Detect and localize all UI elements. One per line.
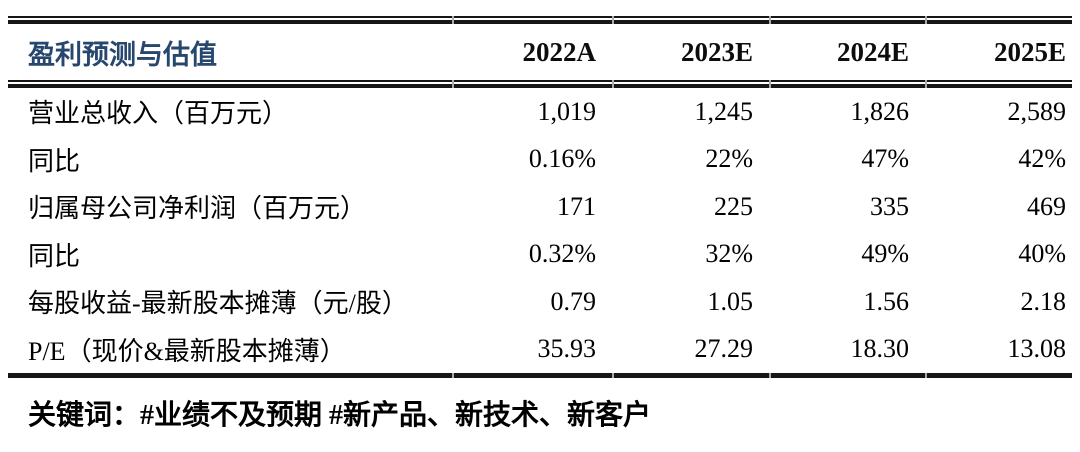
row-value: 225: [714, 191, 753, 221]
row-label: 营业总收入（百万元）: [28, 99, 289, 129]
column-separator-tick: [769, 80, 771, 88]
row-value: 1.05: [707, 286, 754, 316]
row-value: 27.29: [694, 334, 754, 364]
row-value: 22%: [705, 144, 753, 174]
row-value: 469: [1027, 191, 1066, 221]
row-value: 49%: [861, 239, 909, 269]
column-separator-tick: [769, 373, 771, 378]
header-row: 盈利预测与估值 2022A 2023E 2024E 2025E: [8, 24, 1072, 80]
keywords-line: 关键词：#业绩不及预期 #新产品、新技术、新客户: [28, 400, 652, 431]
row-value: 335: [870, 191, 909, 221]
row-value: 1.56: [863, 286, 910, 316]
table-top-rule: [8, 16, 1072, 24]
row-value: 40%: [1018, 239, 1066, 269]
table-row: 同比 0.32% 32% 49% 40%: [8, 231, 1072, 279]
column-separator-tick: [769, 16, 771, 24]
column-separator-tick: [925, 373, 927, 378]
row-value: 13.08: [1007, 334, 1067, 364]
column-separator-tick: [612, 373, 614, 378]
column-separator-tick: [612, 16, 614, 24]
row-value: 0.32%: [528, 239, 596, 269]
row-value: 2.18: [1020, 286, 1067, 316]
column-separator-tick: [452, 373, 454, 378]
column-separator-tick: [452, 16, 454, 24]
row-label: 同比: [28, 146, 81, 176]
column-header-4: 2025E: [993, 36, 1066, 67]
row-value: 171: [557, 191, 596, 221]
row-value: 0.16%: [528, 144, 596, 174]
column-header-1: 2022A: [522, 36, 597, 67]
row-value: 47%: [861, 144, 909, 174]
column-header-2: 2023E: [680, 36, 753, 67]
row-label: 归属母公司净利润（百万元）: [28, 194, 367, 224]
row-value: 18.30: [850, 334, 910, 364]
column-separator-tick: [925, 80, 927, 88]
column-separator-tick: [925, 16, 927, 24]
row-value: 1,019: [537, 96, 597, 126]
row-value: 1,826: [850, 96, 910, 126]
report-snippet: 盈利预测与估值 2022A 2023E 2024E 2025E 营业总收入（百万元） 1…: [8, 0, 1072, 433]
row-value: 0.79: [550, 286, 597, 316]
row-label: 每股收益-最新股本摊薄（元/股）: [28, 289, 408, 319]
table-row: P/E（现价&最新股本摊薄） 35.93 27.29 18.30 13.08: [8, 326, 1072, 374]
table-row: 营业总收入（百万元） 1,019 1,245 1,826 2,589: [8, 88, 1072, 136]
top-margin: [8, 0, 1072, 16]
row-value: 32%: [705, 239, 753, 269]
table-body: 营业总收入（百万元） 1,019 1,245 1,826 2,589 同比 0.16% 22%…: [8, 88, 1072, 373]
table-row: 同比 0.16% 22% 47% 42%: [8, 136, 1072, 184]
row-label: P/E（现价&最新股本摊薄）: [28, 336, 346, 366]
table-row: 归属母公司净利润（百万元） 171 225 335 469: [8, 183, 1072, 231]
table-row: 每股收益-最新股本摊薄（元/股） 0.79 1.05 1.56 2.18: [8, 278, 1072, 326]
row-value: 42%: [1018, 144, 1066, 174]
column-separator-tick: [452, 80, 454, 88]
row-value: 35.93: [537, 334, 597, 364]
table-bottom-rule: [8, 373, 1072, 378]
row-value: 2,589: [1007, 96, 1067, 126]
header-divider-rule: [8, 80, 1072, 88]
column-separator-tick: [612, 80, 614, 88]
table-title: 盈利预测与估值: [28, 39, 217, 70]
row-label: 同比: [28, 241, 81, 271]
row-value: 1,245: [694, 96, 754, 126]
column-header-3: 2024E: [836, 36, 909, 67]
